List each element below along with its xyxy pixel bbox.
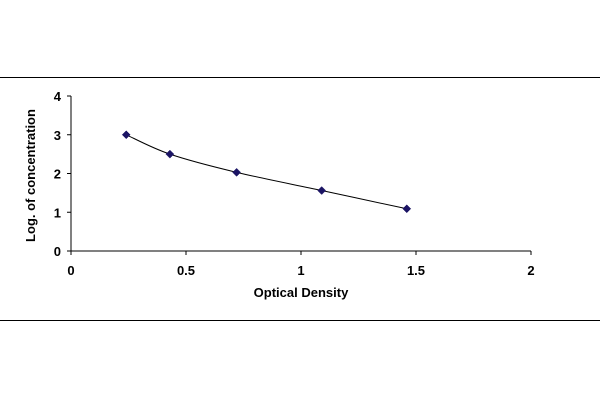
x-tick-label: 0.5 xyxy=(177,263,195,278)
data-point xyxy=(165,149,175,159)
x-tick-label: 2 xyxy=(527,263,534,278)
data-point xyxy=(402,204,412,214)
x-tick-label: 0 xyxy=(67,263,74,278)
data-point xyxy=(232,167,241,177)
data-point xyxy=(121,130,131,140)
chart-frame xyxy=(0,77,600,321)
x-tick-label: 1 xyxy=(297,263,304,278)
x-ticks: 0 0.5 1 1.5 2 xyxy=(67,251,535,278)
y-tick-label: 2 xyxy=(54,167,61,182)
data-points xyxy=(121,130,412,214)
y-tick-label: 0 xyxy=(54,244,61,259)
y-tick-label: 4 xyxy=(54,89,62,104)
data-point xyxy=(317,186,327,195)
y-axis-title: Log. of concentration xyxy=(23,109,38,242)
y-tick-label: 3 xyxy=(54,128,61,143)
trend-curve xyxy=(125,134,407,210)
y-ticks: 0 1 2 3 4 xyxy=(54,89,71,259)
y-tick-label: 1 xyxy=(54,205,61,220)
x-tick-label: 1.5 xyxy=(407,263,425,278)
x-axis-title: Optical Density xyxy=(254,285,349,300)
